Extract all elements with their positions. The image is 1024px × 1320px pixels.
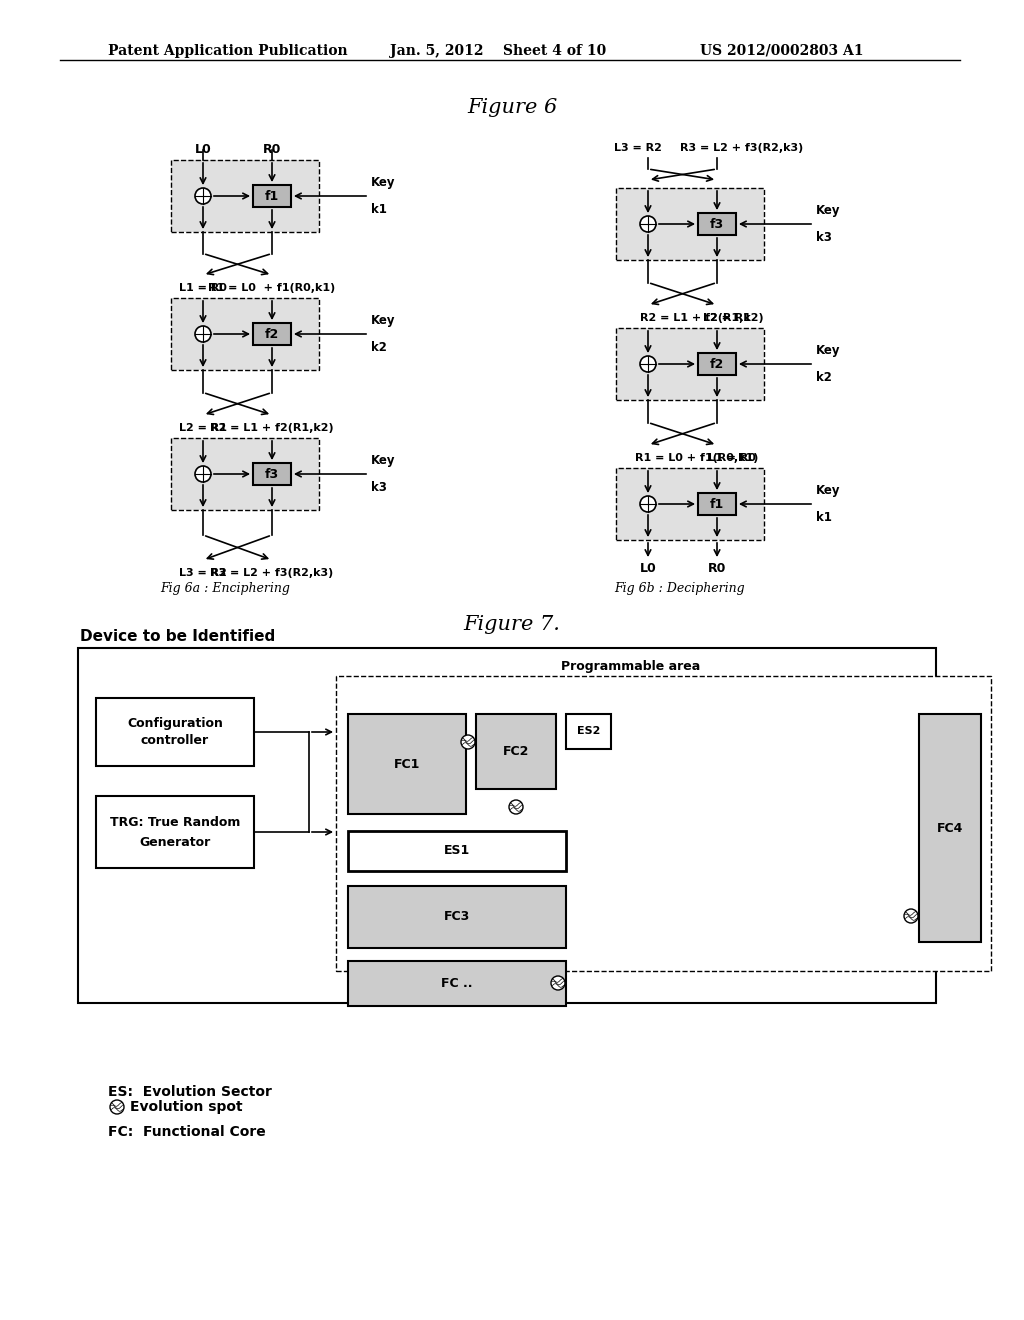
Text: L0: L0	[195, 143, 211, 156]
Text: f1: f1	[710, 498, 724, 511]
Text: US 2012/0002803 A1: US 2012/0002803 A1	[700, 44, 863, 58]
Text: Key: Key	[371, 454, 395, 467]
Text: Generator: Generator	[139, 836, 211, 849]
Text: Configuration: Configuration	[127, 717, 223, 730]
Text: f2: f2	[710, 358, 724, 371]
Text: Device to be Identified: Device to be Identified	[80, 630, 275, 644]
Text: L1 = R0: L1 = R0	[179, 282, 227, 293]
FancyBboxPatch shape	[78, 648, 936, 1003]
Text: Fig 6b : Deciphering: Fig 6b : Deciphering	[614, 582, 745, 595]
Text: L2 = R1: L2 = R1	[703, 313, 751, 323]
Text: L3 = R2: L3 = R2	[614, 143, 662, 153]
Text: Figure 6: Figure 6	[467, 98, 557, 117]
FancyBboxPatch shape	[698, 213, 736, 235]
Circle shape	[640, 216, 656, 232]
Text: L2 = R1: L2 = R1	[179, 422, 227, 433]
FancyBboxPatch shape	[348, 714, 466, 814]
Text: ES1: ES1	[443, 845, 470, 858]
Text: FC1: FC1	[394, 758, 420, 771]
Circle shape	[195, 466, 211, 482]
Text: Key: Key	[371, 176, 395, 189]
Circle shape	[640, 496, 656, 512]
Text: Jan. 5, 2012    Sheet 4 of 10: Jan. 5, 2012 Sheet 4 of 10	[390, 44, 606, 58]
Circle shape	[110, 1100, 124, 1114]
Text: controller: controller	[141, 734, 209, 747]
FancyBboxPatch shape	[253, 463, 291, 484]
FancyBboxPatch shape	[698, 492, 736, 515]
FancyBboxPatch shape	[253, 185, 291, 207]
Text: k1: k1	[371, 203, 387, 216]
FancyBboxPatch shape	[348, 832, 566, 871]
Text: k2: k2	[816, 371, 831, 384]
FancyBboxPatch shape	[336, 676, 991, 972]
Text: R3 = L2 + f3(R2,k3): R3 = L2 + f3(R2,k3)	[680, 143, 804, 153]
FancyBboxPatch shape	[96, 698, 254, 766]
Circle shape	[640, 356, 656, 372]
Text: R2 = L1 + f2(R1,k2): R2 = L1 + f2(R1,k2)	[640, 313, 764, 323]
Text: FC2: FC2	[503, 744, 529, 758]
Text: Evolution spot: Evolution spot	[130, 1100, 243, 1114]
Text: Patent Application Publication: Patent Application Publication	[108, 44, 347, 58]
Text: TRG: True Random: TRG: True Random	[110, 816, 241, 829]
Text: k3: k3	[816, 231, 831, 244]
FancyBboxPatch shape	[616, 327, 764, 400]
Text: f3: f3	[710, 218, 724, 231]
Circle shape	[509, 800, 523, 814]
Circle shape	[461, 735, 475, 748]
Circle shape	[195, 187, 211, 205]
Circle shape	[195, 326, 211, 342]
Text: k3: k3	[371, 480, 387, 494]
Text: Key: Key	[371, 314, 395, 327]
Circle shape	[551, 975, 565, 990]
Text: f2: f2	[265, 327, 280, 341]
FancyBboxPatch shape	[171, 298, 319, 370]
FancyBboxPatch shape	[171, 160, 319, 232]
Text: R0: R0	[708, 562, 726, 576]
Text: k1: k1	[816, 511, 831, 524]
Text: f1: f1	[265, 190, 280, 202]
FancyBboxPatch shape	[476, 714, 556, 789]
Text: ES:  Evolution Sector: ES: Evolution Sector	[108, 1085, 272, 1100]
Text: FC4: FC4	[937, 821, 964, 834]
Text: Programmable area: Programmable area	[561, 660, 700, 673]
Text: Key: Key	[816, 345, 841, 356]
Text: L1 = R0: L1 = R0	[708, 453, 756, 463]
Text: R3 = L2 + f3(R2,k3): R3 = L2 + f3(R2,k3)	[210, 568, 334, 578]
FancyBboxPatch shape	[171, 438, 319, 510]
Text: R2 = L1 + f2(R1,k2): R2 = L1 + f2(R1,k2)	[210, 422, 334, 433]
Text: FC3: FC3	[443, 911, 470, 924]
FancyBboxPatch shape	[348, 961, 566, 1006]
FancyBboxPatch shape	[919, 714, 981, 942]
Text: f3: f3	[265, 467, 280, 480]
Text: L0: L0	[640, 562, 656, 576]
Text: R1 = L0 + f1(R0,k1): R1 = L0 + f1(R0,k1)	[635, 453, 759, 463]
Circle shape	[904, 909, 918, 923]
Text: Key: Key	[816, 205, 841, 216]
Text: FC:  Functional Core: FC: Functional Core	[108, 1125, 266, 1139]
Text: Figure 7.: Figure 7.	[464, 615, 560, 634]
Text: R0: R0	[263, 143, 282, 156]
FancyBboxPatch shape	[348, 886, 566, 948]
Text: R1 = L0  + f1(R0,k1): R1 = L0 + f1(R0,k1)	[208, 282, 336, 293]
Text: Key: Key	[816, 484, 841, 498]
FancyBboxPatch shape	[253, 323, 291, 345]
FancyBboxPatch shape	[616, 469, 764, 540]
FancyBboxPatch shape	[566, 714, 611, 748]
FancyBboxPatch shape	[616, 187, 764, 260]
Text: Fig 6a : Enciphering: Fig 6a : Enciphering	[160, 582, 290, 595]
Text: L3 = R2: L3 = R2	[179, 568, 227, 578]
FancyBboxPatch shape	[96, 796, 254, 869]
FancyBboxPatch shape	[698, 352, 736, 375]
Text: FC ..: FC ..	[441, 977, 473, 990]
Text: ES2: ES2	[577, 726, 600, 737]
Text: k2: k2	[371, 341, 387, 354]
